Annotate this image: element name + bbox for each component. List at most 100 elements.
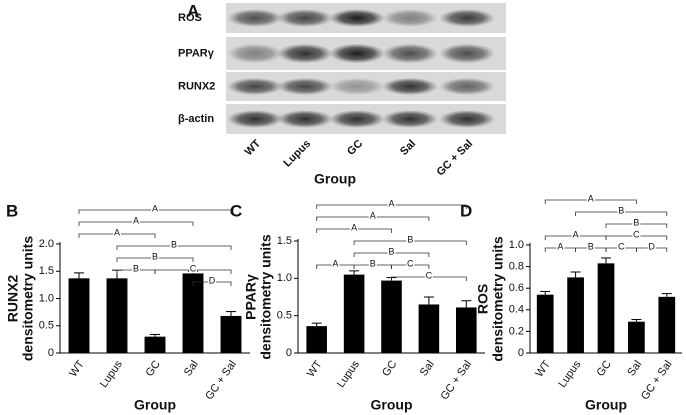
blot-band [329,110,385,128]
bracket-label-bg [617,207,626,215]
x-tick-label: GC + Sal [439,359,475,403]
x-tick-label: GC [144,358,163,378]
bracket-label: A [332,258,338,268]
bracket-label-bg [208,277,216,285]
bracket-label: A [370,210,376,220]
bracket-label-bg [647,243,656,251]
bracket-label: B [133,263,139,273]
bracket-label: B [388,246,394,256]
panel-label: D [460,201,472,220]
blot-xlabel: Group [314,171,356,187]
blot-band [382,43,438,64]
blot-band [277,110,333,128]
y-axis-label: densitometry units [20,236,36,361]
bracket-label-bg [556,243,565,251]
x-tick-label: Sal [418,359,437,379]
bracket-label-bg [331,260,340,268]
panel-label: C [230,201,242,220]
y-axis-label: PPARγ [243,274,259,320]
x-tick-label: Lupus [556,358,583,390]
blot-band [227,110,283,128]
bar [343,274,365,353]
bracket-label-bg [151,205,159,213]
blot-lane-label: Sal [398,138,418,158]
bar [658,296,676,353]
bar [306,326,327,353]
bar [68,278,90,353]
bracket-label-bg [368,212,377,220]
bracket-label-bg [632,219,641,227]
x-tick-label: Sal [625,359,644,379]
bracket-label: B [171,239,177,249]
bracket-label-bg [350,224,359,232]
bracket-label: C [633,229,640,239]
bracket-label: A [114,227,120,237]
bracket-label-bg [387,248,396,256]
bracket-label-bg [132,265,140,273]
bracket-label: B [152,251,158,261]
bar [381,280,402,353]
bracket-label: B [618,205,624,215]
y-tick-label: 0.2 [509,325,524,337]
blot-band [227,43,283,64]
blot-band [382,110,438,128]
blot-band [277,43,333,64]
panel-label: A [187,1,199,20]
bracket-label: A [588,193,594,203]
bracket-label-bg [132,217,140,225]
bracket-label-bg [617,243,626,251]
y-tick-label: 1.0 [509,239,524,251]
bracket-label: A [152,203,158,213]
x-tick-label: Sal [182,359,201,379]
bracket-label: C [426,270,433,280]
blot-band [329,9,385,27]
bracket-label: A [388,198,394,208]
bracket-label: C [618,241,625,251]
blot-band [382,9,438,27]
blot-band [439,43,495,64]
x-tick-label: GC [595,358,614,378]
bracket-label-bg [632,231,641,239]
bracket-label: C [190,263,197,273]
x-tick-label: GC + Sal [639,359,675,403]
y-tick-label: 0.8 [509,261,524,273]
blot-row-label: ROS [178,12,202,24]
blot-row-label: β-actin [178,113,214,125]
blot-lane-label: WT [243,137,264,158]
bracket-label-bg [586,243,595,251]
x-tick-label: GC [380,358,399,378]
bracket-label-bg [406,236,415,244]
y-tick-label: 0.5 [39,320,54,332]
y-tick-label: 0 [286,347,292,359]
blot-band [439,77,495,96]
bracket-label: A [133,215,139,225]
x-tick-label: WT [305,358,325,379]
bracket-label: A [351,222,357,232]
y-tick-label: 2.0 [39,238,54,250]
bracket-label: D [648,241,655,251]
bar [144,336,166,353]
y-tick-label: 0.5 [277,310,292,322]
x-tick-label: WT [533,358,553,379]
blot-band [329,77,385,96]
y-tick-label: 1.0 [39,292,54,304]
bracket-label-bg [368,260,377,268]
y-axis-label: RUNX2 [5,275,21,323]
bar [106,278,128,353]
x-axis-label: Group [585,397,627,413]
bar [628,321,645,353]
blot-band [329,43,385,64]
blot-band [227,77,283,96]
bracket-label: A [557,241,563,251]
y-tick-label: 1.5 [277,235,292,247]
blot-row-label: PPARγ [178,47,215,59]
y-tick-label: 1.0 [277,272,292,284]
panel-label: B [6,201,18,220]
bracket-label-bg [571,231,580,239]
x-axis-label: Group [134,397,176,413]
bracket-label-bg [406,260,415,268]
x-tick-label: WT [67,358,87,379]
bar [418,304,440,353]
bracket-label: B [588,241,594,251]
